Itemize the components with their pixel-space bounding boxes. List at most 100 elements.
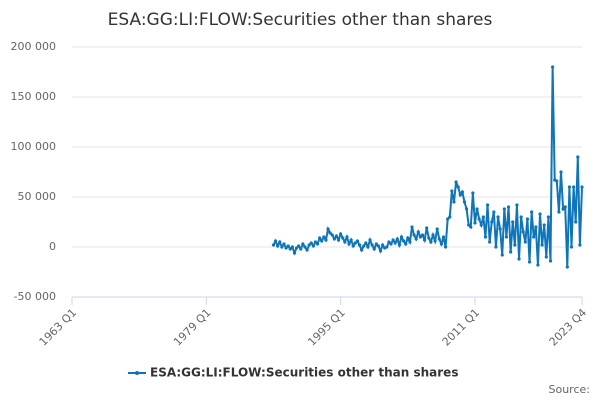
point bbox=[408, 240, 412, 244]
point bbox=[502, 207, 506, 211]
y-tick-label: -50 000 bbox=[14, 290, 56, 303]
point bbox=[362, 244, 366, 248]
point bbox=[318, 236, 322, 240]
point bbox=[563, 205, 567, 209]
point bbox=[452, 200, 456, 204]
point bbox=[389, 242, 393, 246]
point bbox=[534, 225, 538, 229]
point bbox=[492, 210, 496, 214]
point bbox=[404, 242, 408, 246]
point bbox=[322, 235, 326, 239]
point bbox=[439, 242, 443, 246]
point bbox=[574, 220, 578, 224]
point bbox=[544, 255, 548, 259]
point bbox=[347, 242, 351, 246]
point bbox=[446, 217, 450, 221]
x-tick-label: 1995 Q1 bbox=[305, 306, 348, 349]
point bbox=[540, 243, 544, 247]
point bbox=[458, 193, 462, 197]
point bbox=[406, 236, 410, 240]
point bbox=[311, 244, 315, 248]
chart-title: ESA:GG:LI:FLOW:Securities other than sha… bbox=[108, 10, 493, 30]
point bbox=[448, 215, 452, 219]
point bbox=[286, 244, 290, 248]
point bbox=[336, 238, 341, 242]
point bbox=[332, 237, 336, 241]
point bbox=[385, 245, 389, 249]
point bbox=[418, 235, 422, 239]
point bbox=[414, 237, 418, 241]
point bbox=[538, 212, 542, 216]
point bbox=[500, 253, 504, 257]
point bbox=[395, 237, 399, 241]
point bbox=[456, 185, 460, 189]
point bbox=[357, 243, 362, 247]
point bbox=[477, 217, 481, 221]
point bbox=[536, 263, 540, 267]
point bbox=[412, 233, 416, 237]
point bbox=[391, 238, 395, 242]
point bbox=[450, 189, 454, 193]
point bbox=[278, 240, 282, 244]
point bbox=[427, 236, 431, 240]
y-tick-label: 100 000 bbox=[11, 140, 57, 153]
point bbox=[576, 155, 580, 159]
legend-label: ESA:GG:LI:FLOW:Securities other than sha… bbox=[150, 366, 458, 380]
point bbox=[488, 240, 492, 244]
point bbox=[339, 232, 343, 236]
point bbox=[315, 242, 320, 246]
point bbox=[441, 235, 446, 239]
point bbox=[313, 240, 318, 244]
point bbox=[301, 242, 305, 246]
point bbox=[276, 244, 280, 248]
point bbox=[523, 240, 527, 244]
point bbox=[479, 223, 483, 227]
point bbox=[525, 217, 530, 221]
point bbox=[330, 233, 334, 237]
point bbox=[527, 260, 532, 264]
point bbox=[320, 239, 324, 243]
point bbox=[349, 238, 353, 242]
x-tick-label: 2023 Q4 bbox=[547, 306, 590, 349]
point bbox=[397, 243, 402, 247]
point bbox=[567, 185, 572, 189]
point bbox=[271, 243, 276, 247]
point bbox=[509, 250, 513, 254]
point bbox=[303, 245, 307, 249]
point bbox=[416, 230, 420, 234]
point bbox=[341, 236, 345, 240]
point bbox=[374, 242, 378, 246]
point bbox=[561, 207, 565, 211]
y-tick-label: 50 000 bbox=[18, 190, 57, 203]
point bbox=[555, 179, 559, 183]
point bbox=[324, 238, 328, 242]
point bbox=[282, 242, 286, 246]
point bbox=[490, 220, 494, 224]
point bbox=[464, 207, 469, 211]
point bbox=[353, 241, 357, 245]
point bbox=[355, 239, 360, 243]
point bbox=[326, 227, 330, 231]
point bbox=[517, 257, 521, 261]
point bbox=[481, 215, 485, 219]
point bbox=[387, 240, 391, 244]
point bbox=[328, 231, 332, 235]
point bbox=[402, 239, 406, 243]
point bbox=[299, 247, 303, 251]
point bbox=[393, 241, 397, 245]
point bbox=[443, 245, 448, 249]
x-tick-label: 2011 Q1 bbox=[440, 306, 483, 349]
x-tick-label: 1979 Q1 bbox=[171, 306, 214, 349]
point bbox=[381, 243, 385, 247]
point bbox=[542, 223, 546, 227]
point bbox=[565, 265, 569, 269]
point bbox=[273, 239, 278, 243]
point bbox=[467, 223, 471, 227]
point bbox=[471, 191, 475, 195]
y-tick-label: 0 bbox=[49, 240, 56, 253]
point bbox=[307, 243, 311, 247]
point bbox=[498, 227, 502, 231]
point bbox=[437, 237, 441, 241]
y-tick-label: 200 000 bbox=[11, 40, 57, 53]
